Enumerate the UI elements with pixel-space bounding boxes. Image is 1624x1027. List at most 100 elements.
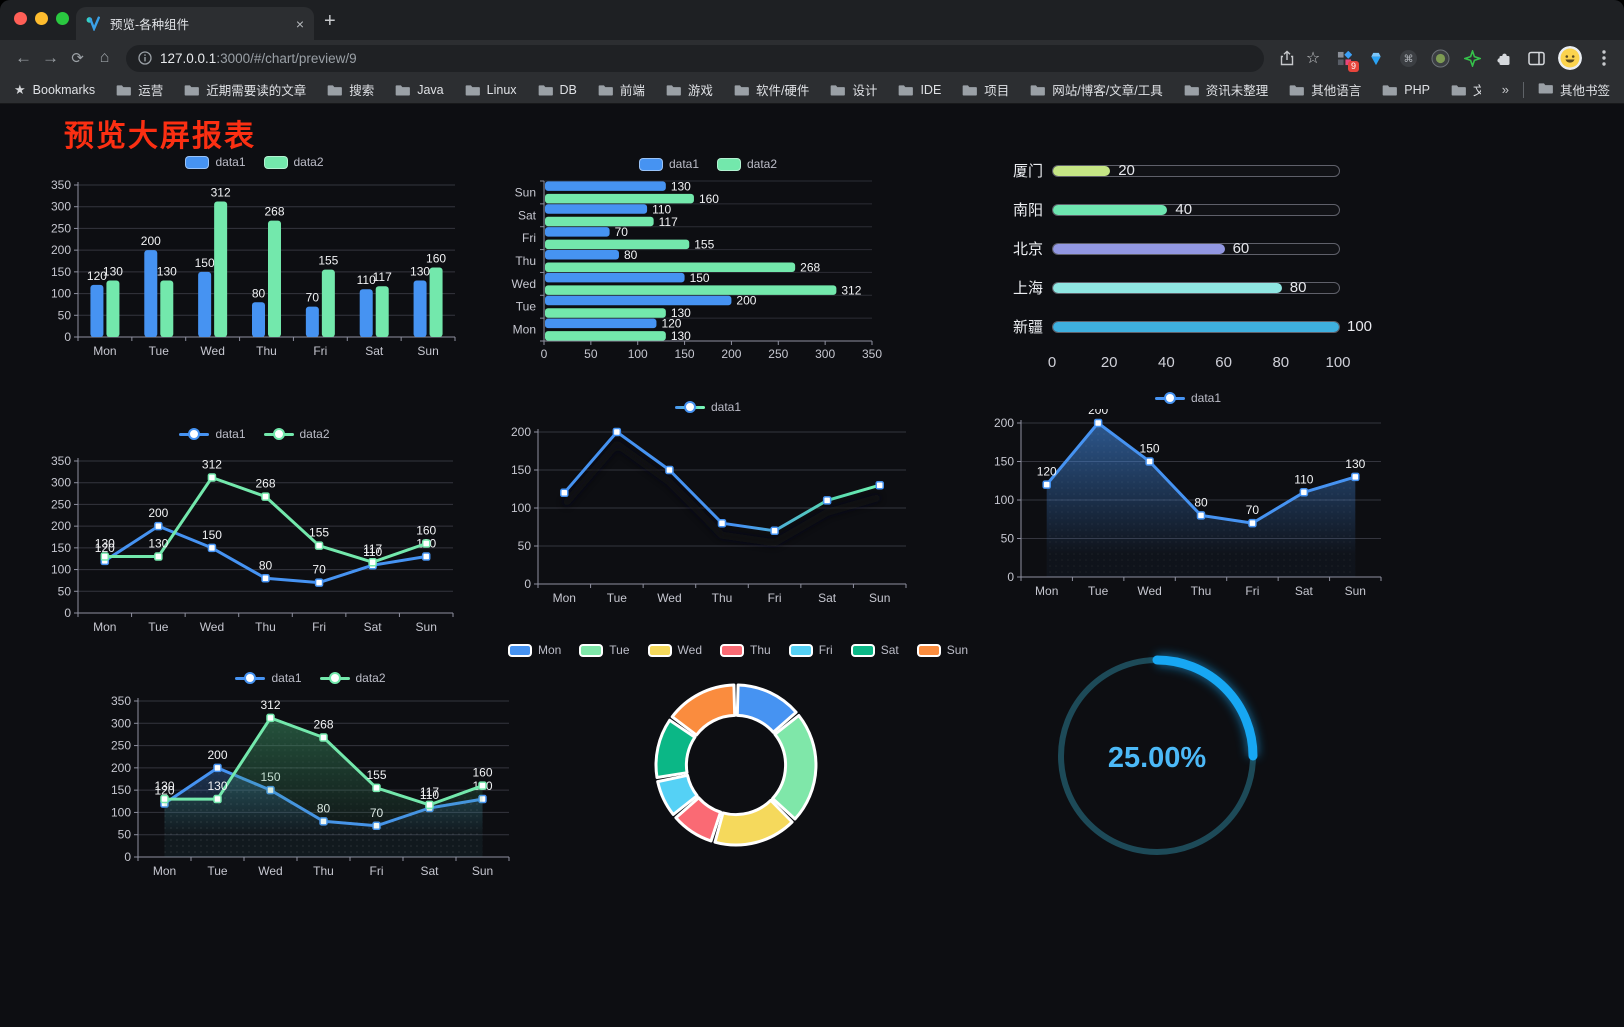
legend-item[interactable]: data1 bbox=[674, 400, 741, 414]
bookmark-folder[interactable]: PHP bbox=[1382, 83, 1430, 97]
bookmark-folder[interactable]: 项目 bbox=[962, 80, 1009, 99]
legend-item[interactable]: data2 bbox=[319, 671, 386, 685]
bookmark-folder[interactable]: 近期需要读的文章 bbox=[184, 80, 306, 99]
browser-toolbar: ← → ⟳ ⌂ 127.0.0.1:3000/#/chart/preview/9… bbox=[0, 40, 1624, 76]
svg-text:130: 130 bbox=[671, 179, 691, 193]
legend-item[interactable]: Sun bbox=[916, 643, 968, 657]
command-extension-icon[interactable]: ⌘ bbox=[1398, 48, 1418, 68]
legend-item[interactable]: Tue bbox=[579, 643, 630, 657]
home-button[interactable]: ⌂ bbox=[99, 49, 110, 66]
legend-item[interactable]: data2 bbox=[263, 155, 324, 169]
svg-text:250: 250 bbox=[51, 497, 71, 511]
svg-text:130: 130 bbox=[671, 329, 691, 343]
bookmark-folder[interactable]: 软件/硬件 bbox=[734, 80, 809, 99]
svg-text:250: 250 bbox=[768, 347, 788, 361]
folder-icon bbox=[1538, 82, 1553, 97]
svg-text:200: 200 bbox=[111, 761, 131, 775]
svg-text:100: 100 bbox=[111, 805, 131, 819]
bookmark-folder[interactable]: 其他语言 bbox=[1289, 80, 1361, 99]
bookmark-folder[interactable]: Java bbox=[395, 83, 444, 97]
svg-text:Tue: Tue bbox=[607, 591, 628, 605]
legend-item[interactable]: data1 bbox=[179, 427, 246, 441]
legend-item[interactable]: data1 bbox=[235, 671, 302, 685]
menu-icon[interactable] bbox=[1594, 48, 1614, 68]
gem-extension-icon[interactable] bbox=[1366, 48, 1386, 68]
bookmark-folder[interactable]: IDE bbox=[898, 83, 941, 97]
grid-extension-icon[interactable]: 9 bbox=[1334, 48, 1359, 72]
record-extension-icon[interactable] bbox=[1430, 48, 1450, 68]
side-panel-icon[interactable] bbox=[1526, 48, 1546, 68]
bookmark-folder[interactable]: 运营 bbox=[116, 80, 163, 99]
bookmark-folder[interactable]: DB bbox=[538, 83, 577, 97]
chart-legend: data1 bbox=[498, 396, 918, 418]
minimize-window-button[interactable] bbox=[35, 12, 48, 25]
svg-text:100: 100 bbox=[51, 287, 71, 301]
svg-text:Thu: Thu bbox=[256, 344, 277, 358]
bookmark-folder[interactable]: 游戏 bbox=[666, 80, 713, 99]
svg-text:100: 100 bbox=[994, 493, 1014, 507]
dashboard-page: 预览大屏报表 data1 data2 0 50 100 150 200 250 300 350 Mo… bbox=[0, 105, 1624, 1027]
bookmark-folder[interactable]: 前端 bbox=[598, 80, 645, 99]
forward-button[interactable]: → bbox=[42, 48, 59, 67]
back-button[interactable]: ← bbox=[15, 48, 32, 67]
chart-legend: data1 data2 bbox=[98, 667, 523, 689]
close-tab-icon[interactable]: × bbox=[295, 15, 304, 32]
bookmark-folder[interactable]: 资讯未整理 bbox=[1184, 80, 1268, 99]
svg-text:110: 110 bbox=[420, 788, 439, 802]
site-info-icon[interactable] bbox=[138, 51, 152, 65]
svg-text:Fri: Fri bbox=[1245, 584, 1259, 598]
progress-value: 80 bbox=[1289, 278, 1307, 296]
svg-text:130: 130 bbox=[154, 779, 174, 793]
window-controls bbox=[14, 12, 69, 25]
browser-tab[interactable]: 预览-各种组件 × bbox=[76, 7, 314, 40]
address-bar[interactable]: 127.0.0.1:3000/#/chart/preview/9 bbox=[126, 44, 1264, 72]
profile-avatar[interactable] bbox=[1558, 46, 1582, 70]
legend-item[interactable]: Wed bbox=[647, 643, 702, 657]
share-icon[interactable] bbox=[1274, 45, 1300, 71]
bookmark-folder[interactable]: 搜索 bbox=[327, 80, 374, 99]
bookmarks-overflow-chevron[interactable]: » bbox=[1501, 82, 1509, 97]
bookmarks-bar: ★ Bookmarks 运营 近期需要读的文章 搜索 Java Linux DB 前端 游戏 软… bbox=[0, 76, 1624, 104]
grouped-bar-chart: data1 data2 0 50 100 150 200 250 300 350 Mon Tue Wed… bbox=[42, 151, 467, 367]
maximize-window-button[interactable] bbox=[56, 12, 69, 25]
svg-text:150: 150 bbox=[51, 265, 71, 279]
new-tab-button[interactable]: + bbox=[324, 10, 336, 32]
two-series-line-chart: data1 data2 0 50 100 150 200 250 300 350 Mon Tue Wed… bbox=[42, 423, 467, 643]
bookmarks-divider bbox=[1522, 81, 1524, 98]
legend-item[interactable]: Fri bbox=[788, 643, 833, 657]
bookmark-folder[interactable]: 设计 bbox=[830, 80, 877, 99]
svg-text:⌘: ⌘ bbox=[1403, 54, 1413, 65]
svg-text:Thu: Thu bbox=[515, 254, 536, 268]
legend-item[interactable]: Sat bbox=[850, 643, 899, 657]
bookmark-folder[interactable]: Linux bbox=[465, 83, 517, 97]
extensions-puzzle-icon[interactable] bbox=[1494, 48, 1514, 68]
legend-item[interactable]: data1 bbox=[1154, 391, 1221, 405]
svg-text:312: 312 bbox=[211, 186, 231, 200]
area-line-chart: data1 0 50 100 150 200 Mon Tue Wed Thu Fri Sat Sun 12… bbox=[983, 387, 1393, 607]
legend-item[interactable]: data2 bbox=[263, 427, 330, 441]
svg-text:312: 312 bbox=[202, 458, 222, 472]
legend-item[interactable]: data1 bbox=[638, 157, 699, 171]
bookmarks-manager-item[interactable]: ★ Bookmarks bbox=[14, 82, 95, 98]
other-bookmarks-folder[interactable]: 其他书签 bbox=[1538, 80, 1610, 99]
legend-item[interactable]: Mon bbox=[507, 643, 561, 657]
svg-text:120: 120 bbox=[154, 784, 174, 798]
svg-text:Tue: Tue bbox=[516, 300, 537, 314]
legend-item[interactable]: data2 bbox=[717, 157, 777, 171]
svg-text:130: 130 bbox=[157, 265, 177, 279]
bookmark-star-icon[interactable]: ☆ bbox=[1305, 50, 1321, 67]
close-window-button[interactable] bbox=[14, 12, 27, 25]
extension-badge: 9 bbox=[1347, 61, 1359, 72]
svg-text:155: 155 bbox=[694, 238, 714, 252]
progress-value: 20 bbox=[1118, 161, 1135, 179]
bookmark-folder[interactable]: 网站/博客/文章/工具 bbox=[1030, 80, 1163, 99]
legend-item[interactable]: Thu bbox=[720, 643, 771, 657]
legend-item[interactable]: data1 bbox=[185, 155, 246, 169]
svg-text:Mon: Mon bbox=[1035, 584, 1058, 598]
bookmark-folder[interactable]: 文件服务器 bbox=[1451, 80, 1481, 99]
reload-button[interactable]: ⟳ bbox=[71, 50, 84, 67]
svg-text:Sun: Sun bbox=[416, 620, 437, 634]
svg-text:Sun: Sun bbox=[472, 864, 493, 878]
star-extension-icon[interactable] bbox=[1462, 48, 1482, 68]
svg-text:Mon: Mon bbox=[513, 323, 536, 337]
